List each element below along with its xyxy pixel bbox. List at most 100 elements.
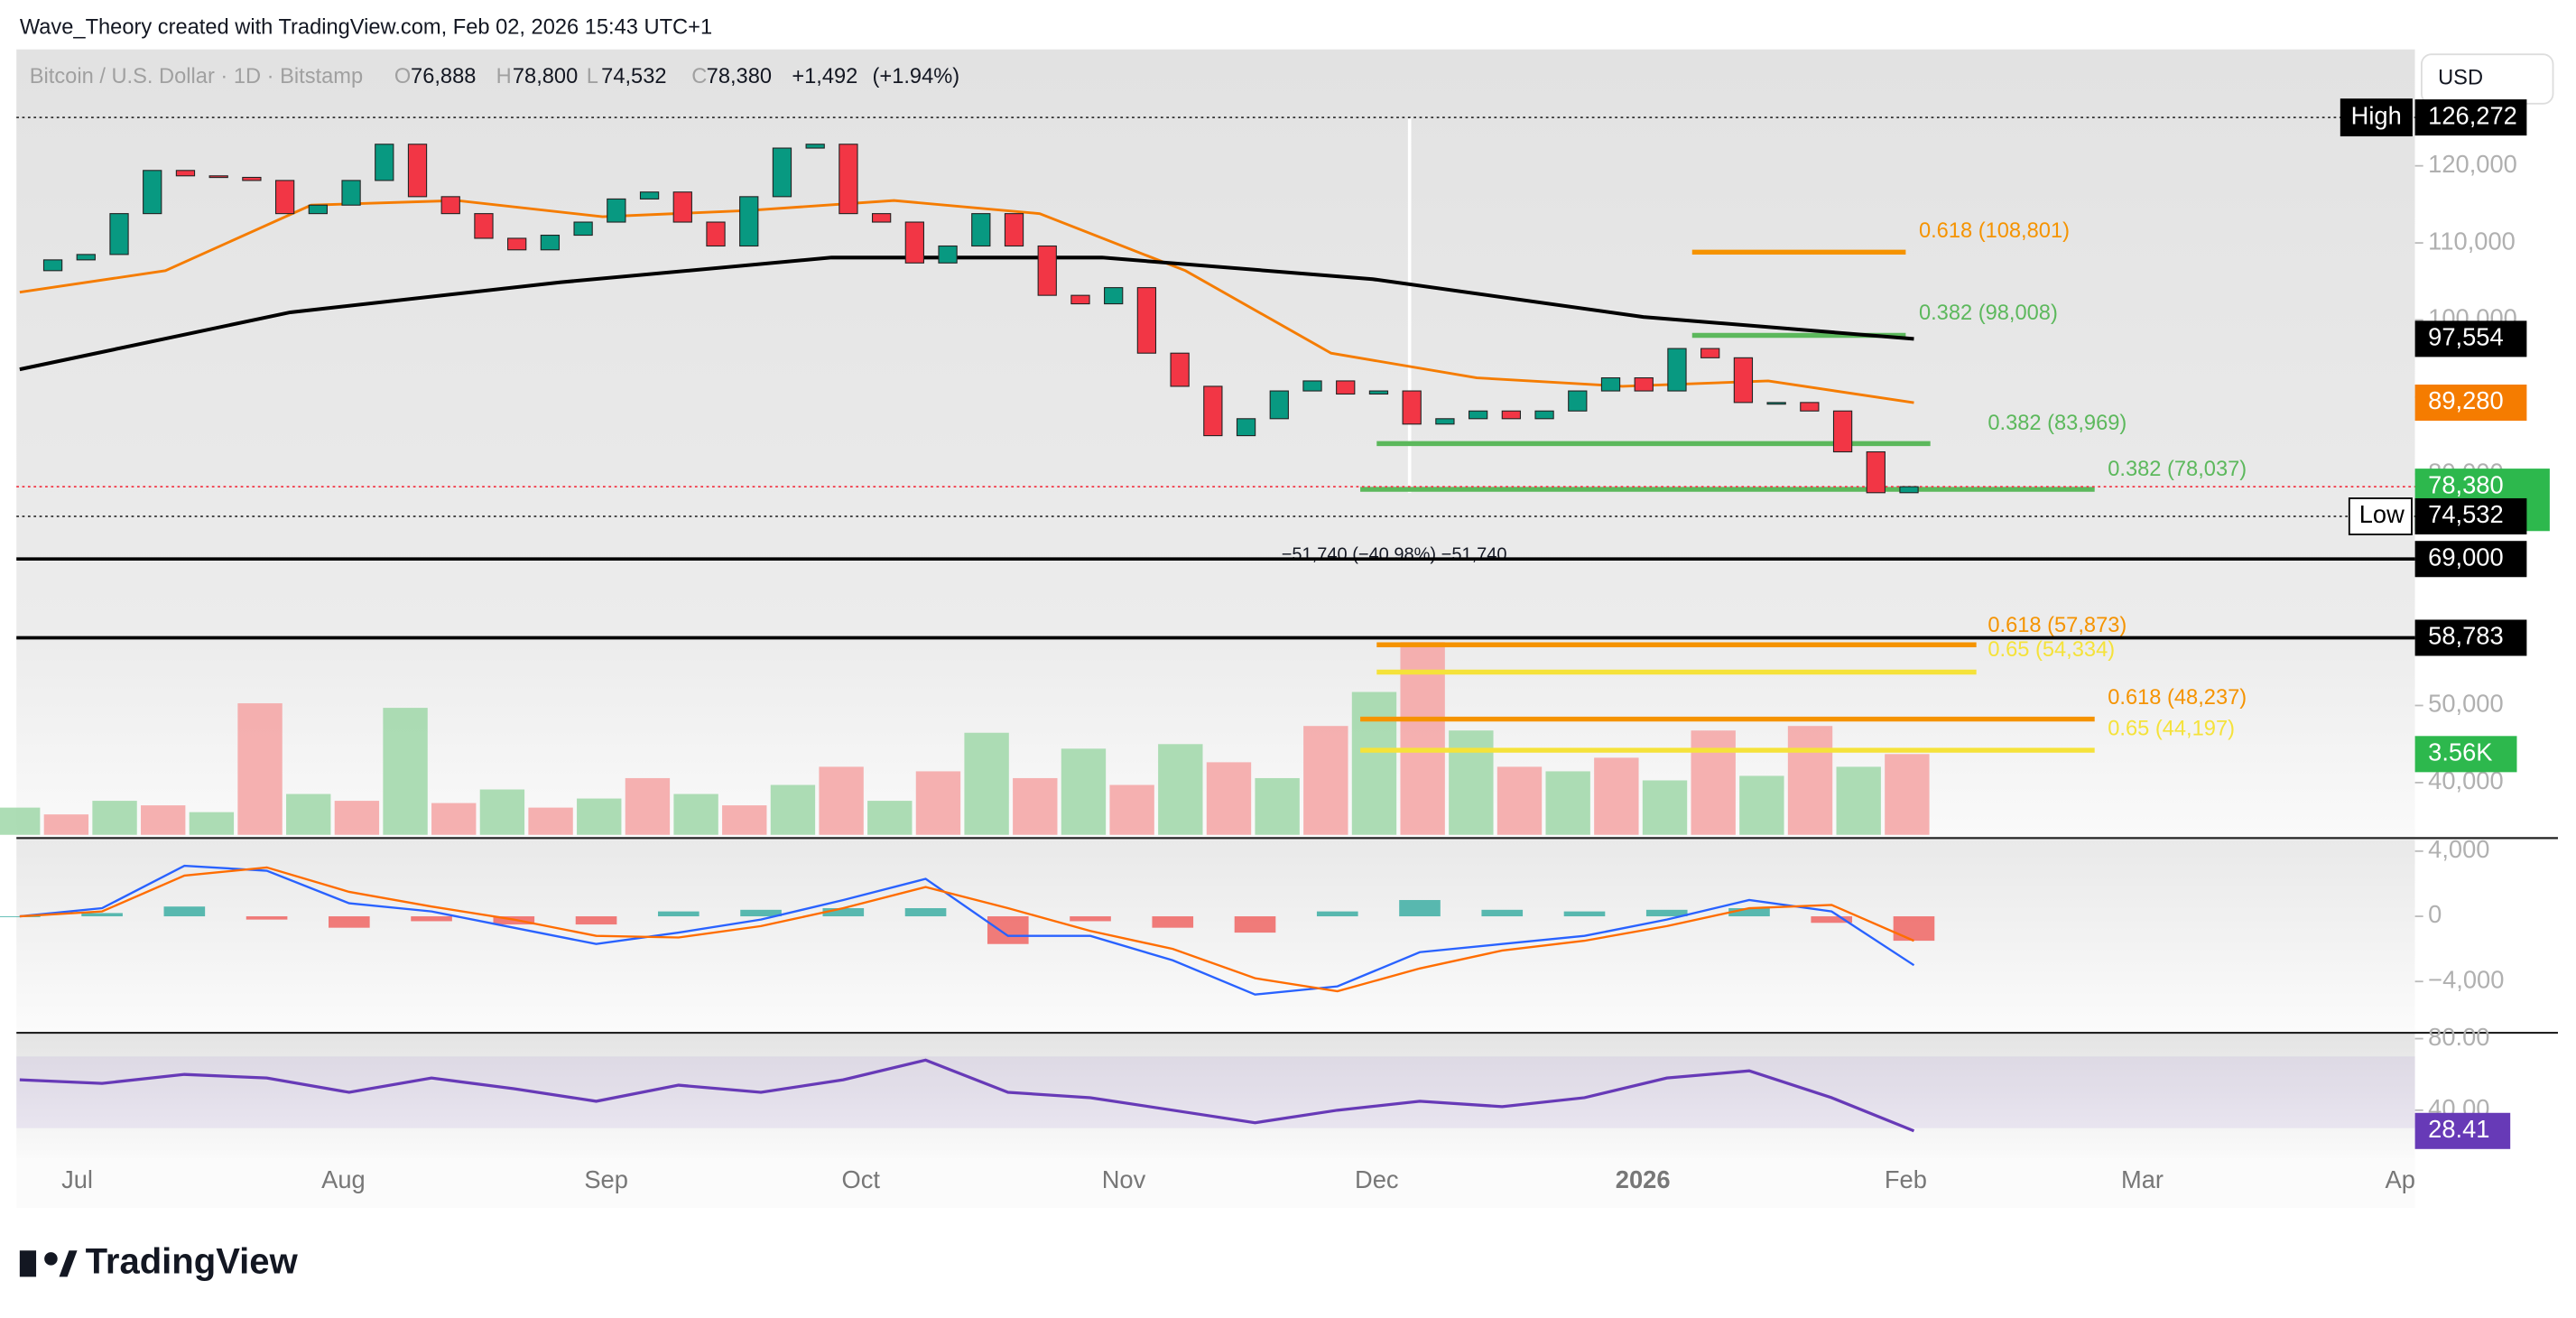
macd-histogram — [1070, 916, 1111, 922]
macd-signal — [19, 866, 1914, 993]
rsi-line — [19, 1058, 1915, 1133]
legend-change-pct: (+1.94%) — [873, 65, 960, 88]
volume-bar — [577, 798, 622, 835]
candle — [672, 191, 692, 223]
candle — [440, 196, 460, 215]
macd-histogram — [740, 909, 782, 917]
volume-bar — [722, 805, 767, 835]
candle — [507, 237, 527, 251]
y-tick-label: 110,000 — [2428, 227, 2516, 255]
macd-histogram — [657, 911, 700, 917]
candle — [1170, 352, 1190, 387]
marker-tag-label: High — [2351, 101, 2402, 129]
price-marker — [2414, 385, 2527, 422]
price-marker — [2414, 541, 2527, 578]
usd-button-label[interactable]: USD — [2438, 67, 2483, 90]
macd-histogram — [1728, 908, 1770, 917]
volume-bar — [770, 784, 816, 835]
price-marker-label: 58,783 — [2428, 622, 2504, 650]
x-tick-label: Ap — [2386, 1165, 2415, 1193]
candle — [772, 147, 792, 198]
candle — [1037, 245, 1057, 296]
candle — [341, 180, 361, 206]
candle — [143, 170, 162, 215]
candle — [706, 221, 726, 247]
candle — [1336, 380, 1356, 395]
time-axis — [16, 1158, 2415, 1208]
volume-bar — [1109, 784, 1154, 835]
y-tick-label: 80.00 — [2428, 1023, 2489, 1051]
volume-bar — [625, 777, 671, 835]
candle — [407, 144, 428, 198]
volume-bar — [141, 805, 186, 835]
marker-tag — [2348, 497, 2413, 535]
volume-marker — [2414, 736, 2517, 773]
candle — [540, 234, 561, 251]
candle — [839, 144, 858, 215]
candle — [474, 213, 494, 239]
candle — [1800, 402, 1820, 412]
volume-bar — [915, 771, 961, 835]
candle — [308, 204, 328, 215]
candle — [1203, 385, 1223, 437]
fib-label: 0.618 (57,873) — [1988, 614, 2127, 637]
price-marker — [2414, 497, 2527, 535]
candle — [904, 221, 924, 264]
moving-average — [19, 199, 1914, 404]
volume-bar — [479, 789, 525, 835]
y-tick-label: 0 — [2428, 900, 2442, 928]
candle — [1402, 390, 1422, 425]
rsi-marker-label: 28.41 — [2428, 1115, 2489, 1143]
x-tick-label: Sep — [584, 1165, 628, 1193]
macd-histogram — [1811, 916, 1853, 924]
fib-label: 0.382 (98,008) — [1919, 302, 2058, 325]
header: Wave_Theory created with TradingView.com… — [20, 15, 712, 39]
candle — [208, 175, 228, 179]
volume-bar — [1206, 762, 1252, 835]
volume-bar — [1739, 775, 1784, 835]
candle — [1004, 213, 1024, 247]
price-marker-label: 126,272 — [2428, 101, 2517, 129]
candle — [739, 196, 759, 247]
macd-histogram — [81, 913, 123, 917]
price-marker — [2414, 619, 2527, 656]
volume-bar — [1303, 726, 1348, 835]
macd-pane — [16, 840, 2415, 1033]
candle — [1733, 357, 1754, 404]
usd-button[interactable]: USD — [2420, 53, 2554, 105]
candle — [1534, 410, 1554, 420]
fib-label: 0.382 (83,969) — [1988, 412, 2127, 435]
y-tick-label: 50,000 — [2428, 690, 2504, 718]
y-tick-label: −4,000 — [2428, 965, 2504, 993]
volume-bar — [1158, 744, 1203, 835]
candle — [274, 180, 295, 215]
candle — [805, 144, 825, 149]
volume-bar — [1061, 748, 1107, 835]
measure-label: −51,740 (−40.98%) −51,740 — [1282, 545, 1507, 565]
volume-bar — [237, 703, 283, 835]
volume-bar — [819, 766, 864, 835]
x-tick-label: Nov — [1102, 1165, 1146, 1193]
candle — [1866, 450, 1886, 494]
fib-label: 0.65 (44,197) — [2108, 718, 2235, 741]
macd-histogram — [411, 916, 452, 922]
candle — [76, 254, 96, 261]
legend-value: 78,380 — [707, 65, 772, 88]
volume-bar — [1836, 766, 1881, 835]
candle — [175, 170, 196, 177]
volume-bar — [189, 812, 235, 835]
volume-bar — [431, 803, 477, 835]
volume-bar — [1545, 771, 1590, 835]
price-marker-label: 74,532 — [2428, 500, 2504, 528]
candle — [1501, 410, 1521, 420]
candle — [42, 259, 63, 272]
x-tick-label: Mar — [2121, 1165, 2164, 1193]
macd-histogram — [1893, 916, 1935, 942]
moving-average — [19, 255, 1914, 372]
price-marker-label: 97,554 — [2428, 323, 2504, 351]
candle — [938, 245, 958, 264]
macd-histogram — [1152, 916, 1194, 928]
volume-bar — [1642, 780, 1688, 835]
